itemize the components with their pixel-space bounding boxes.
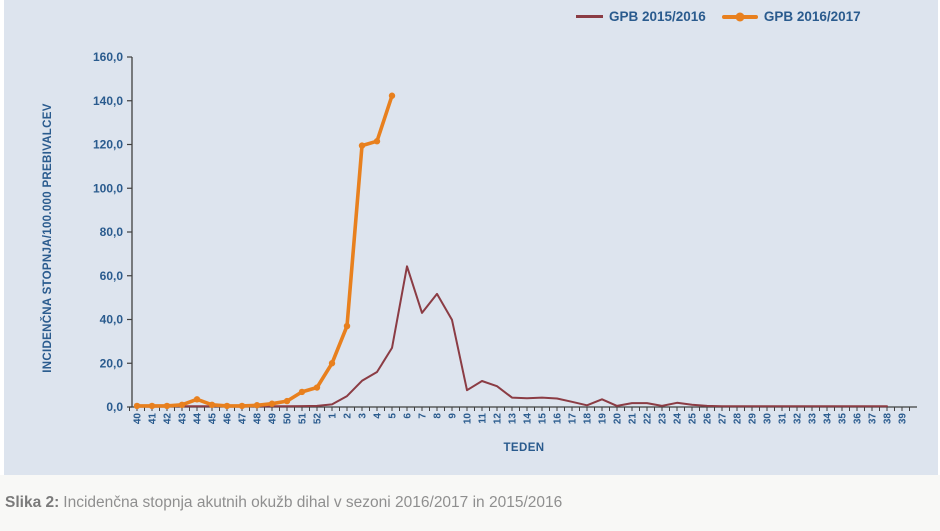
x-tick-label: 37 — [868, 413, 879, 425]
y-tick-label: 160,0 — [93, 50, 123, 64]
data-point-marker — [283, 397, 291, 405]
x-tick-label: 35 — [838, 413, 849, 425]
y-tick-label: 120,0 — [93, 138, 123, 152]
x-tick-label: 15 — [538, 413, 549, 425]
x-tick-label: 50 — [283, 413, 294, 425]
data-point-marker — [163, 402, 171, 410]
data-point-marker — [148, 402, 156, 410]
figure-caption-label: Slika 2: — [5, 494, 60, 511]
x-tick-label: 33 — [808, 413, 819, 425]
chart-canvas: 0,0 20,0 40,0 60,0 80,0 100,0 120,0 140,0 160,0 4… — [93, 50, 917, 424]
x-tick-label: 20 — [613, 413, 624, 425]
x-tick-label: 41 — [148, 413, 159, 425]
data-point-marker — [358, 142, 366, 149]
legend-item-2016-2017: GPB 2016/2017 — [721, 9, 861, 24]
legend-line-marker-2016-icon — [721, 12, 758, 21]
y-tick-label: 140,0 — [93, 94, 123, 108]
legend-label-2016-2017: GPB 2016/2017 — [763, 9, 861, 24]
x-tick-label: 14 — [523, 413, 534, 425]
x-tick-label: 4 — [373, 413, 384, 419]
data-point-marker — [223, 402, 231, 410]
x-tick-label: 27 — [718, 413, 729, 425]
legend-label-2015-2016: GPB 2015/2016 — [609, 9, 706, 24]
data-point-marker — [193, 396, 201, 403]
x-tick-label: 19 — [598, 413, 609, 425]
x-tick-label: 49 — [268, 413, 279, 425]
x-tick-label: 5 — [388, 413, 399, 419]
y-tick-label: 20,0 — [100, 356, 124, 370]
data-point-marker — [208, 401, 216, 409]
x-tick-label: 44 — [193, 413, 204, 425]
x-tick-label: 43 — [178, 413, 189, 425]
x-tick-label: 47 — [238, 413, 249, 425]
x-tick-label: 51 — [298, 413, 309, 425]
y-tick-label: 0,0 — [106, 400, 123, 414]
x-tick-label: 24 — [673, 413, 684, 425]
x-axis-title: TEDEN — [503, 442, 545, 454]
x-tick-label: 13 — [508, 413, 519, 425]
x-tick-label: 7 — [418, 413, 429, 419]
x-tick-label: 46 — [223, 413, 234, 425]
x-tick-label: 18 — [583, 413, 594, 425]
y-tick-label: 40,0 — [100, 313, 124, 327]
legend-item-2015-2016: GPB 2015/2016 — [576, 9, 706, 24]
x-tick-label: 1 — [328, 413, 339, 419]
x-tick-label: 32 — [793, 413, 804, 425]
axes: 0,0 20,0 40,0 60,0 80,0 100,0 120,0 140,0 160,0 4… — [93, 50, 917, 424]
chart-panel: 0,0 20,0 40,0 60,0 80,0 100,0 120,0 140,0 160,0 4… — [4, 0, 938, 475]
figure-caption-text: Incidenčna stopnja akutnih okužb dihal v… — [63, 494, 563, 511]
x-tick-label: 40 — [133, 413, 144, 425]
x-tick-label: 16 — [553, 413, 564, 425]
x-tick-label: 42 — [163, 413, 174, 425]
x-tick-label: 22 — [643, 413, 654, 425]
data-point-marker — [373, 138, 381, 145]
data-point-marker — [328, 360, 336, 367]
data-point-marker — [268, 400, 276, 407]
legend-line-2015-icon — [576, 15, 603, 18]
x-tick-label: 48 — [253, 413, 264, 425]
series-gpb-2016-2017 — [133, 92, 396, 410]
x-tick-label: 36 — [853, 413, 864, 425]
x-tick-label: 52 — [313, 413, 324, 425]
x-tick-label: 8 — [433, 413, 444, 419]
x-tick-label: 21 — [628, 413, 639, 425]
x-tick-label: 38 — [883, 413, 894, 425]
x-tick-label: 9 — [448, 413, 459, 419]
x-tick-label: 28 — [733, 413, 744, 425]
y-tick-label: 80,0 — [100, 225, 124, 239]
data-point-marker — [253, 402, 261, 409]
data-point-marker — [313, 384, 321, 391]
x-tick-label: 30 — [763, 413, 774, 425]
x-tick-label: 17 — [568, 413, 579, 425]
x-tick-label: 12 — [493, 413, 504, 425]
y-tick-label: 100,0 — [93, 181, 123, 195]
x-tick-label: 23 — [658, 413, 669, 425]
x-tick-label: 11 — [478, 413, 489, 424]
data-point-marker — [388, 92, 396, 99]
x-tick-label: 45 — [208, 413, 219, 425]
y-tick-label: 60,0 — [100, 269, 124, 283]
legend-dot-icon — [735, 12, 745, 21]
x-tick-label: 2 — [343, 413, 354, 419]
x-tick-label: 3 — [358, 413, 369, 419]
series-gpb-2015-2016 — [136, 265, 888, 408]
x-tick-label: 6 — [403, 413, 414, 419]
data-point-marker — [178, 401, 186, 409]
x-tick-label: 25 — [688, 413, 699, 425]
x-tick-label: 26 — [703, 413, 714, 425]
y-axis-title: INCIDENČNA STOPNJA/100.000 PREBIVALCEV — [42, 103, 54, 373]
x-tick-label: 34 — [823, 413, 834, 425]
x-tick-label: 39 — [898, 413, 909, 425]
data-point-marker — [133, 402, 141, 410]
caption-strip: Slika 2: Incidenčna stopnja akutnih okužb… — [0, 475, 940, 531]
chart-legend: GPB 2015/2016 GPB 2016/2017 — [576, 9, 861, 24]
x-tick-label: 29 — [748, 413, 759, 425]
data-point-marker — [343, 322, 351, 330]
x-tick-label: 31 — [778, 413, 789, 425]
x-tick-label: 10 — [463, 413, 474, 425]
figure-caption: Slika 2: Incidenčna stopnja akutnih okužb… — [5, 494, 562, 512]
data-point-marker — [298, 388, 306, 396]
data-point-marker — [238, 402, 246, 410]
